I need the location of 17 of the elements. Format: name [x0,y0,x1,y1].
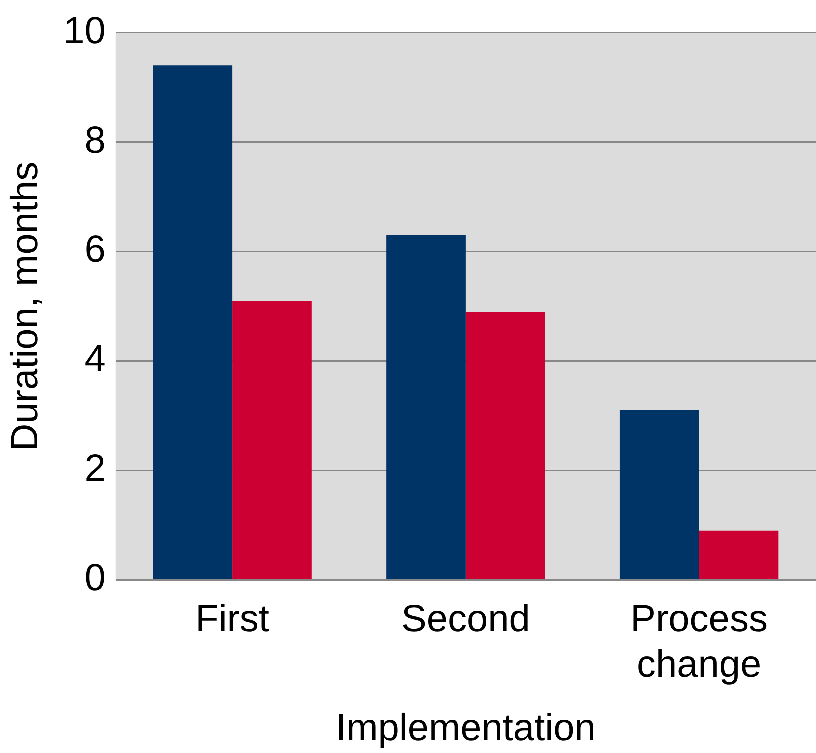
y-tick-label: 10 [64,10,106,52]
x-tick-label: First [196,598,270,640]
bar [620,410,700,580]
y-axis-title: Duration, months [4,162,46,452]
bar [386,235,466,580]
bar [232,301,312,580]
y-tick-label: 0 [84,558,106,600]
bar [699,530,779,580]
y-tick-label: 8 [84,120,106,162]
y-tick-label: 6 [84,229,106,272]
bar [153,66,233,580]
y-tick-label: 4 [84,338,106,381]
x-axis-title: Implementation [336,708,596,750]
x-tick-label: Process change [630,598,768,686]
bar [466,312,546,580]
x-tick-label: Second [401,598,530,640]
y-tick-label: 2 [84,448,106,490]
